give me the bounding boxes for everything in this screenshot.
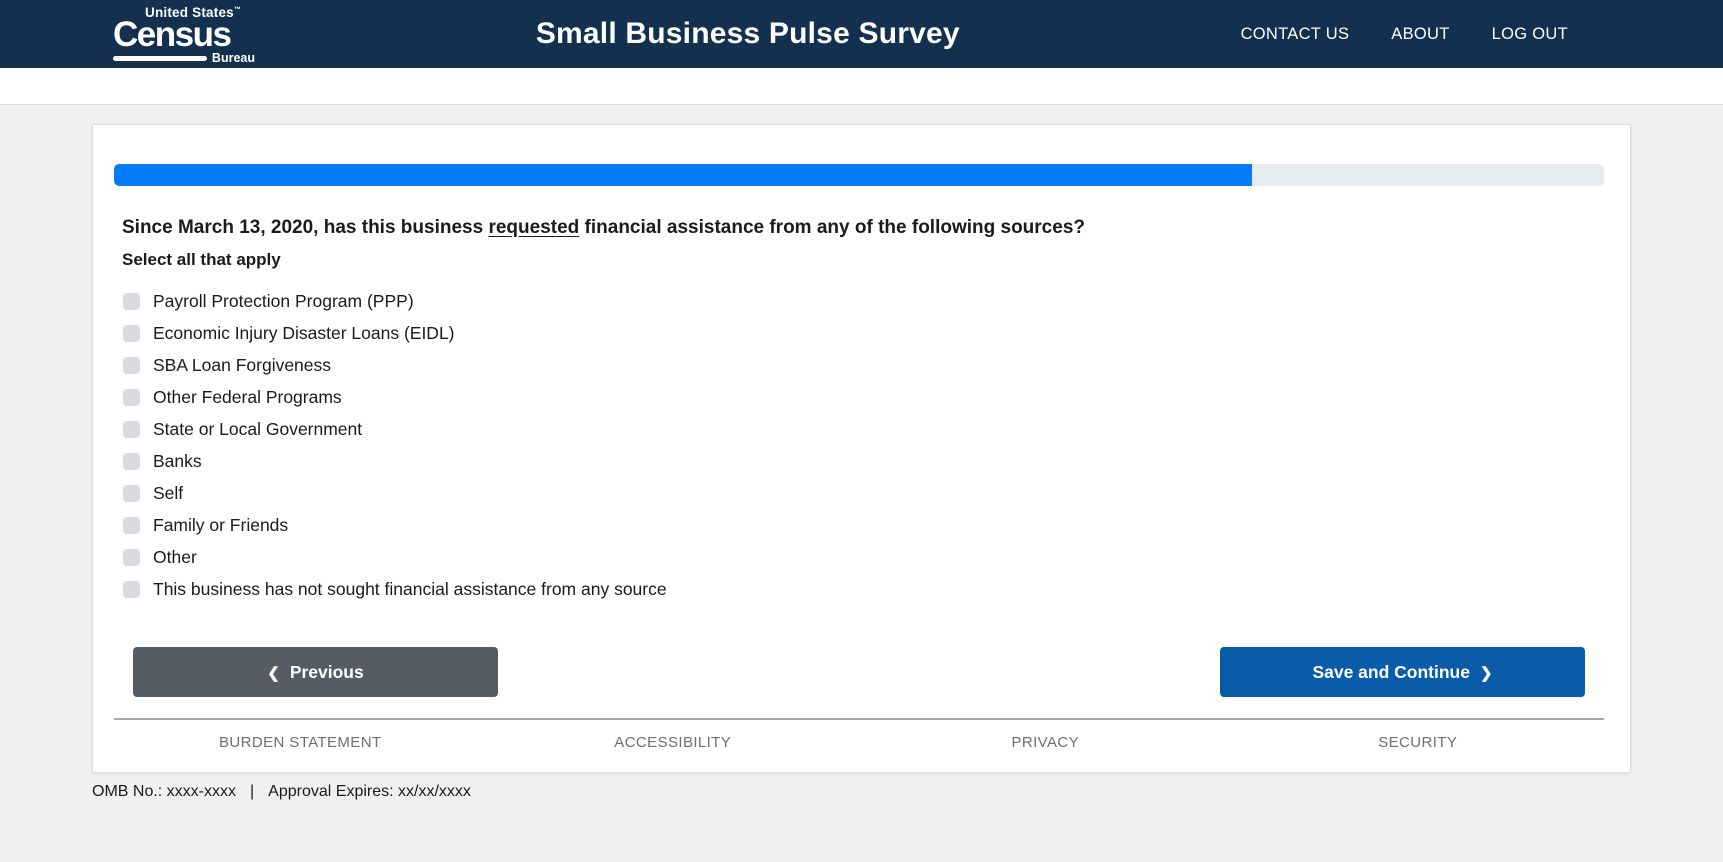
option-label: Self [153, 482, 184, 503]
checkbox[interactable] [123, 580, 140, 598]
checkbox-option-sba-loan-forgiveness[interactable]: SBA Loan Forgiveness [123, 349, 1604, 381]
footer-link-burden-statement[interactable]: BURDEN STATEMENT [218, 734, 382, 751]
page-title: Small Business Pulse Survey [535, 17, 960, 50]
logo-census: Census [113, 15, 232, 54]
checkbox-option-other-federal-programs[interactable]: Other Federal Programs [123, 381, 1604, 413]
checkbox[interactable] [123, 388, 140, 406]
checkbox-option-self[interactable]: Self [123, 477, 1604, 509]
footer-link-privacy[interactable]: PRIVACY [1011, 734, 1080, 751]
chevron-right-icon: ❯ [1479, 665, 1493, 682]
options-list: Payroll Protection Program (PPP) Economi… [123, 285, 1604, 605]
option-label: Other Federal Programs [153, 386, 342, 407]
checkbox-option-family-or-friends[interactable]: Family or Friends [123, 509, 1604, 541]
nav-contact-us[interactable]: CONTACT US [1240, 24, 1350, 43]
checkbox[interactable] [123, 548, 140, 566]
checkbox-option-other[interactable]: Other [123, 541, 1604, 573]
survey-card: Since March 13, 2020, has this business … [92, 124, 1631, 773]
progress-bar [114, 164, 1604, 186]
checkbox[interactable] [123, 324, 140, 342]
omb-separator: | [250, 783, 255, 800]
question-underlined-word: requested [488, 217, 580, 238]
checkbox-option-state-or-local-government[interactable]: State or Local Government [123, 413, 1604, 445]
nav-log-out[interactable]: LOG OUT [1491, 24, 1568, 43]
trademark-symbol: ™ [233, 6, 242, 14]
instruction-text: Select all that apply [122, 250, 281, 269]
footer-divider [114, 718, 1604, 720]
logo-united-states: United States™ [145, 5, 242, 20]
option-label: SBA Loan Forgiveness [153, 354, 332, 375]
logo-underline-bar [113, 55, 207, 61]
option-label: State or Local Government [153, 418, 363, 439]
logo-bureau: Bureau [211, 51, 255, 65]
progress-fill [114, 164, 1253, 186]
subheader-strip [0, 68, 1723, 105]
chevron-left-icon: ❮ [267, 665, 280, 682]
footer-link-accessibility[interactable]: ACCESSIBILITY [614, 734, 732, 751]
checkbox-option-eidl[interactable]: Economic Injury Disaster Loans (EIDL) [123, 317, 1604, 349]
omb-number: OMB No.: xxxx-xxxx [92, 783, 237, 800]
omb-approval-line: OMB No.: xxxx-xxxx | Approval Expires: xx/… [92, 783, 1723, 801]
save-and-continue-button[interactable]: Save and Continue ❯ [1220, 647, 1585, 697]
checkbox[interactable] [123, 292, 140, 310]
checkbox[interactable] [123, 356, 140, 374]
approval-expires: Approval Expires: xx/xx/xxxx [268, 783, 471, 800]
nav-about[interactable]: ABOUT [1391, 24, 1450, 43]
button-row: ❮ Previous Save and Continue ❯ [133, 647, 1585, 697]
option-label: Economic Injury Disaster Loans (EIDL) [153, 322, 455, 343]
option-label: This business has not sought financial a… [153, 578, 667, 599]
checkbox[interactable] [123, 420, 140, 438]
option-label: Payroll Protection Program (PPP) [153, 290, 414, 311]
app-header: United States™ Census Bureau Small Busin… [0, 0, 1723, 68]
checkbox[interactable] [123, 516, 140, 534]
checkbox-option-banks[interactable]: Banks [123, 445, 1604, 477]
option-label: Other [153, 546, 197, 567]
footer-link-security[interactable]: SECURITY [1378, 734, 1458, 751]
footer-links: BURDEN STATEMENT ACCESSIBILITY PRIVACY S… [114, 720, 1604, 772]
checkbox[interactable] [123, 452, 140, 470]
checkbox-option-ppp[interactable]: Payroll Protection Program (PPP) [123, 285, 1604, 317]
census-logo[interactable]: United States™ Census Bureau [113, 3, 255, 65]
checkbox[interactable] [123, 484, 140, 502]
header-nav: CONTACT US ABOUT LOG OUT [1241, 25, 1568, 44]
previous-button[interactable]: ❮ Previous [133, 647, 498, 697]
option-label: Family or Friends [153, 514, 289, 535]
question-text: Since March 13, 2020, has this business … [122, 217, 1085, 238]
option-label: Banks [153, 450, 202, 471]
checkbox-option-no-assistance-sought[interactable]: This business has not sought financial a… [123, 573, 1604, 605]
